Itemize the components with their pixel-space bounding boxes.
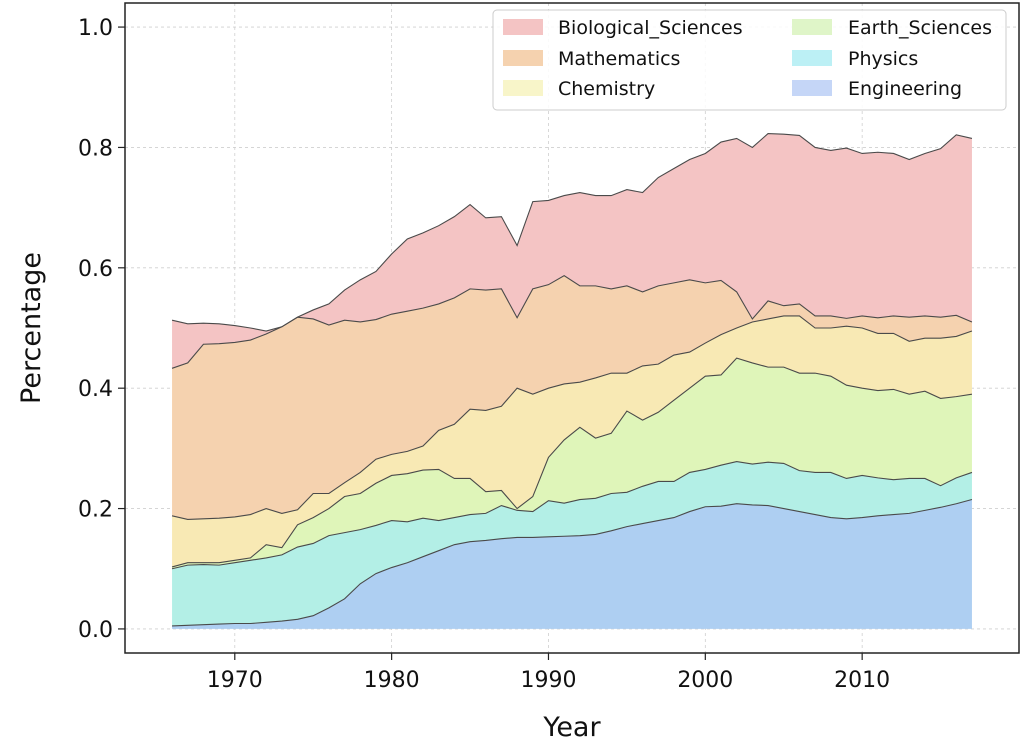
outline-physics	[171, 461, 973, 570]
y-tick-label: 0.8	[78, 136, 113, 161]
y-tick-label: 1.0	[78, 16, 113, 41]
area-outlines	[171, 133, 973, 627]
outline-chemistry	[171, 315, 973, 520]
legend-label: Earth_Sciences	[848, 17, 992, 39]
legend-box	[492, 9, 1007, 111]
legend-swatch	[792, 19, 832, 35]
outline-earth-sciences	[171, 357, 973, 568]
area-earth-sciences	[172, 358, 972, 569]
outline-engineering	[172, 498, 973, 627]
legend-swatch	[503, 50, 543, 66]
legend: Biological_Sciences Earth_Sciences Mathema…	[492, 9, 1007, 111]
x-axis-title: Year	[542, 712, 601, 743]
legend-swatch	[792, 80, 832, 96]
area-chemistry	[172, 315, 972, 567]
x-tick-label: 1980	[364, 668, 420, 693]
x-tick-label: 1970	[207, 668, 263, 693]
y-tick-label: 0.2	[78, 498, 113, 523]
area-layers	[172, 133, 972, 629]
y-tick-label: 0.6	[78, 257, 113, 282]
legend-label: Mathematics	[558, 48, 680, 70]
legend-label: Engineering	[848, 78, 962, 100]
legend-label: Biological_Sciences	[558, 17, 743, 39]
x-tick-label: 2010	[834, 668, 890, 693]
legend-swatch	[503, 80, 543, 96]
area-mathematics	[172, 275, 972, 520]
legend-swatch	[503, 19, 543, 35]
legend-label: Chemistry	[558, 78, 655, 100]
area-engineering	[172, 499, 972, 629]
x-tick-label: 2000	[677, 668, 733, 693]
y-tick-label: 0.0	[78, 618, 113, 643]
y-axis-title: Percentage	[16, 252, 47, 404]
area-biological-sciences	[172, 133, 972, 369]
legend-label: Physics	[848, 48, 918, 70]
area-physics	[172, 461, 972, 626]
outline-biological-sciences	[171, 133, 973, 332]
outline-mathematics	[171, 274, 973, 369]
x-tick-label: 1990	[520, 668, 576, 693]
y-tick-label: 0.4	[78, 377, 113, 402]
y-axis: 0.0 0.2 0.4 0.6 0.8 1.0	[78, 16, 125, 643]
legend-swatch	[792, 50, 832, 66]
plot-frame	[124, 2, 1020, 654]
x-axis: 1970 1980 1990 2000 2010	[207, 653, 890, 693]
